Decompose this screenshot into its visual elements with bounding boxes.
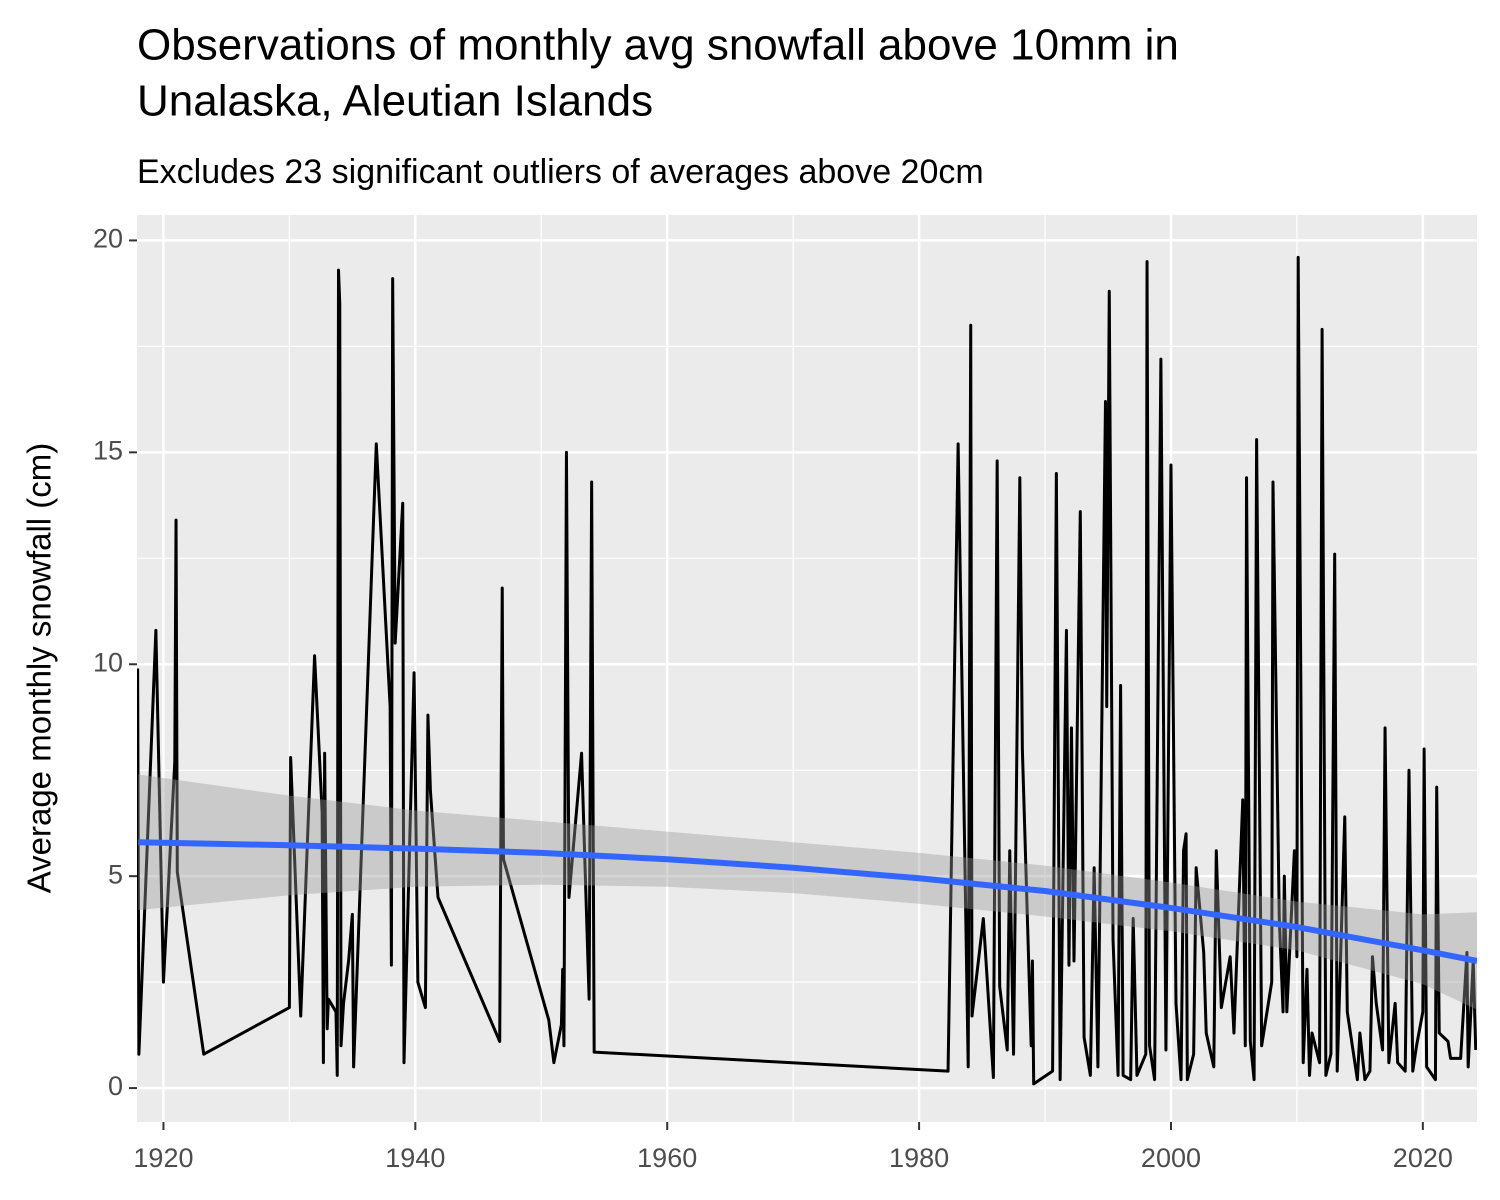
x-tick-label: 1920 (133, 1143, 193, 1173)
x-tick-label: 1960 (637, 1143, 697, 1173)
trend-line (138, 839, 1477, 964)
plot-area (137, 255, 1477, 1086)
x-tick-label: 1980 (889, 1143, 949, 1173)
y-tick-label: 20 (93, 224, 123, 254)
chart-title: Unalaska, Aleutian Islands (137, 77, 653, 126)
confidence-band (138, 774, 1477, 1010)
chart-title: Observations of monthly avg snowfall abo… (137, 21, 1179, 70)
y-axis-title: Average monthly snowfall (cm) (21, 443, 58, 894)
chart-subtitle: Excludes 23 significant outliers of aver… (137, 153, 984, 191)
data-line (137, 255, 1477, 1086)
y-tick-label: 15 (93, 435, 123, 465)
x-tick-label: 2000 (1141, 1143, 1201, 1173)
y-tick-label: 5 (108, 859, 123, 889)
y-tick-label: 10 (93, 647, 123, 677)
x-tick-label: 1940 (385, 1143, 445, 1173)
x-tick-label: 2020 (1393, 1143, 1453, 1173)
y-tick-label: 0 (108, 1071, 123, 1101)
